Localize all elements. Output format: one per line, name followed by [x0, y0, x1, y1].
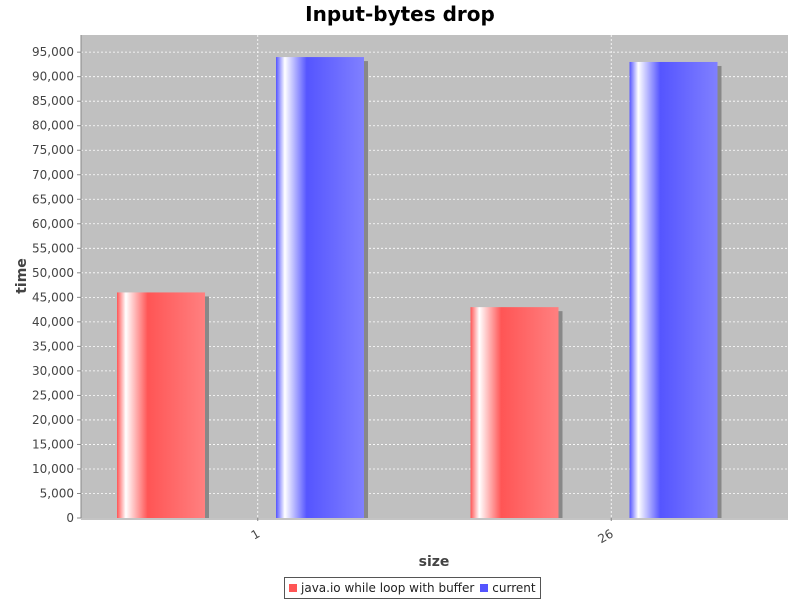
x-axis: 1 26: [81, 518, 788, 546]
x-tick-label: 1: [249, 526, 263, 542]
y-tick-label: 60,000: [32, 217, 74, 231]
y-tick-label: 80,000: [32, 119, 74, 133]
y-tick-label: 75,000: [32, 143, 74, 157]
y-tick-label: 50,000: [32, 266, 74, 280]
chart-title: Input-bytes drop: [305, 2, 495, 26]
y-tick-label: 10,000: [32, 462, 74, 476]
y-tick-label: 45,000: [32, 290, 74, 304]
y-tick-label: 40,000: [32, 315, 74, 329]
y-tick-label: 30,000: [32, 364, 74, 378]
x-tick-label: 26: [596, 526, 616, 546]
y-axis: 0 5,000 10,000 15,000 20,000 25,000 30,000 35,0…: [32, 35, 82, 525]
y-tick-label: 70,000: [32, 168, 74, 182]
legend-item-series-1: current: [480, 581, 536, 595]
legend-label-series-1: current: [492, 581, 536, 595]
y-tick-label: 65,000: [32, 192, 74, 206]
bar-series-1-cat-0: [276, 57, 364, 519]
y-tick-label: 35,000: [32, 339, 74, 353]
y-axis-label: time: [14, 258, 30, 294]
bar-series-1-cat-1: [629, 61, 718, 518]
y-tick-label: 0: [66, 511, 74, 525]
bar-series-0-cat-0: [117, 292, 205, 518]
x-axis-label: size: [419, 554, 450, 570]
legend-item-series-0: java.io while loop with buffer: [289, 581, 474, 595]
y-tick-label: 20,000: [32, 413, 74, 427]
legend-swatch-red: [289, 584, 297, 592]
y-tick-label: 15,000: [32, 437, 74, 451]
y-tick-label: 95,000: [32, 45, 74, 59]
y-tick-label: 90,000: [32, 70, 74, 84]
bars: [117, 57, 722, 519]
y-tick-label: 55,000: [32, 241, 74, 255]
y-tick-label: 25,000: [32, 388, 74, 402]
legend-swatch-blue: [480, 584, 489, 592]
y-tick-label: 5,000: [40, 486, 74, 500]
y-tick-label: 85,000: [32, 94, 74, 108]
bar-series-0-cat-1: [470, 307, 559, 518]
legend: java.io while loop with buffer current: [284, 577, 541, 599]
legend-label-series-0: java.io while loop with buffer: [301, 581, 475, 595]
